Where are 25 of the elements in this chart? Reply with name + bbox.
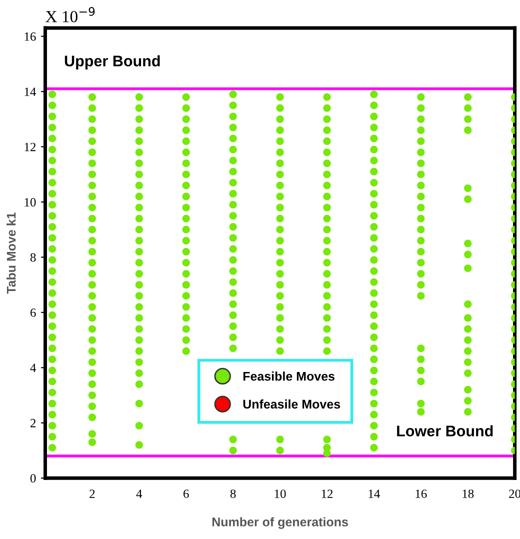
y-tick-label: 8: [30, 253, 36, 262]
x-tick-label: 14: [368, 490, 380, 498]
y-tick-label: 16: [24, 32, 36, 41]
x-tick-label: 4: [136, 490, 142, 498]
ref-line-label: Upper Bound: [64, 55, 160, 70]
legend-label: Unfeasile Moves: [243, 399, 340, 409]
text: X 10$^{−9}$: [46, 7, 95, 22]
x-tick-label: 2: [90, 490, 95, 498]
x-tick-label: 8: [230, 490, 236, 498]
x-tick-label: 6: [184, 490, 189, 498]
y-tick-label: 2: [30, 418, 36, 428]
legend-label: Feasible Moves: [243, 372, 334, 381]
y-tick-label: 12: [24, 142, 36, 152]
y-axis-title: Tabu Move k1: [6, 212, 16, 294]
x-tick-label: 16: [416, 490, 427, 498]
y-tick-label: 0: [30, 474, 36, 483]
y-tick-label: 10: [24, 198, 36, 206]
y-tick-label: 14: [24, 88, 36, 96]
y-tick-label: 4: [30, 364, 36, 372]
x-tick-label: 12: [322, 490, 333, 498]
x-tick-label: 18: [462, 490, 474, 498]
y-tick-label: 6: [30, 308, 36, 317]
ref-line-label: Lower Bound: [397, 425, 493, 436]
x-tick-label: 10: [274, 490, 286, 498]
x-axis-title: Number of generations: [212, 517, 348, 529]
